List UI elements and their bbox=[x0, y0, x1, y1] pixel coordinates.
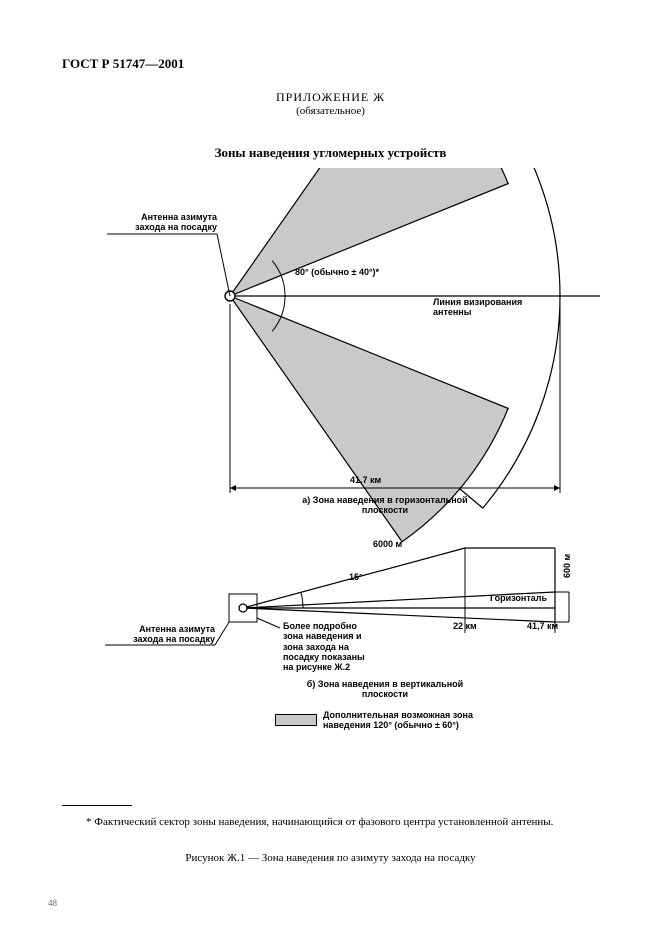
legend-swatch bbox=[275, 714, 317, 726]
page-number: 48 bbox=[48, 898, 57, 908]
appendix-header: ПРИЛОЖЕНИЕ Ж (обязательное) bbox=[0, 90, 661, 117]
label-caption-b: б) Зона наведения в вертикальнойплоскост… bbox=[275, 679, 495, 700]
appendix-title: ПРИЛОЖЕНИЕ Ж bbox=[0, 90, 661, 105]
section-title: Зоны наведения угломерных устройств bbox=[0, 145, 661, 161]
footnote-rule bbox=[62, 805, 132, 806]
doc-code: ГОСТ Р 51747—2001 bbox=[62, 56, 184, 72]
label-horizontal: Горизонталь bbox=[490, 593, 547, 603]
label-ang15: 15° bbox=[349, 572, 363, 582]
label-caption-a: а) Зона наведения в горизонтальнойплоско… bbox=[275, 495, 495, 516]
label-angle80: 80° (обычно ± 40°)* bbox=[295, 267, 379, 277]
label-antenna-bot: Антенна азимутазахода на посадку bbox=[105, 624, 215, 645]
label-vizline: Линия визированияантенны bbox=[433, 297, 522, 318]
label-detail: Более подробнозона наведения изона заход… bbox=[283, 621, 393, 673]
label-h600: 600 м bbox=[562, 554, 572, 578]
label-antenna-top: Антенна азимутазахода на посадку bbox=[107, 212, 217, 233]
legend-text: Дополнительная возможная зонанаведения 1… bbox=[323, 710, 553, 731]
legend-row: Дополнительная возможная зонанаведения 1… bbox=[275, 710, 575, 731]
diagram-container: Антенна азимутазахода на посадку 80° (об… bbox=[95, 168, 605, 738]
label-h6000: 6000 м bbox=[373, 539, 402, 549]
label-d417b: 41,7 км bbox=[527, 621, 558, 631]
figure-caption: Рисунок Ж.1 — Зона наведения по азимуту … bbox=[0, 852, 661, 864]
label-dist417: 41,7 км bbox=[350, 475, 381, 485]
footnote: * Фактический сектор зоны наведения, нач… bbox=[86, 816, 606, 828]
label-d22: 22 км bbox=[453, 621, 477, 631]
appendix-sub: (обязательное) bbox=[0, 105, 661, 117]
